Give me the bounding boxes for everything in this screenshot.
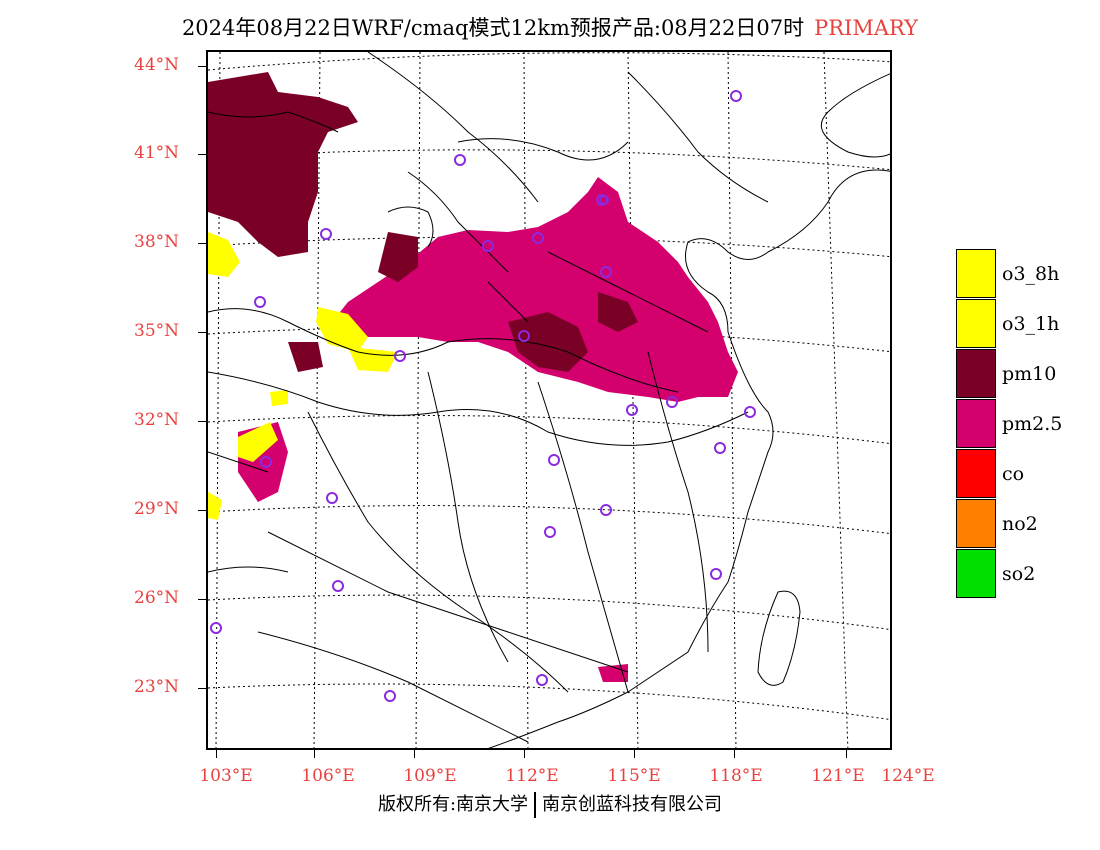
lon-tick: [314, 750, 315, 758]
copyright-right: 南京创蓝科技有限公司: [542, 794, 723, 815]
legend-swatch: [956, 549, 996, 598]
lat-label-32: 32°N: [134, 410, 180, 430]
pm25-spots-southwest: [238, 422, 628, 682]
legend-label: no2: [1002, 513, 1038, 535]
legend-swatch: [956, 349, 996, 398]
legend-swatch: [956, 449, 996, 498]
legend-label: o3_8h: [1002, 263, 1060, 285]
lat-tick: [198, 332, 206, 333]
lat-tick: [198, 66, 206, 67]
coastline: [387, 73, 890, 748]
pm10-area-central: [288, 232, 638, 372]
lat-tick: [198, 510, 206, 511]
lat-label-26: 26°N: [134, 588, 180, 608]
legend-swatch: [956, 299, 996, 348]
lon-tick: [634, 750, 635, 758]
title-text: 2024年08月22日WRF/cmaq模式12km预报产品:08月22日07时: [181, 16, 805, 40]
legend-label: pm10: [1002, 363, 1057, 385]
map-canvas: [208, 52, 890, 748]
lat-tick: [198, 688, 206, 689]
legend-label: so2: [1002, 563, 1036, 585]
lat-tick: [198, 154, 206, 155]
lon-label-115: 115°E: [607, 766, 661, 786]
lon-tick: [216, 750, 217, 758]
lat-tick: [198, 243, 206, 244]
lat-label-38: 38°N: [134, 232, 180, 252]
lat-label-35: 35°N: [134, 321, 180, 341]
footer-divider: [534, 792, 537, 818]
legend-swatch: [956, 499, 996, 548]
lat-label-44: 44°N: [134, 55, 180, 75]
map-panel[interactable]: [206, 50, 892, 750]
lon-label-106: 106°E: [301, 766, 355, 786]
o3-areas: [208, 232, 398, 520]
lat-tick: [198, 421, 206, 422]
lon-label-112: 112°E: [505, 766, 559, 786]
legend-swatch: [956, 249, 996, 298]
lat-tick: [198, 599, 206, 600]
lon-label-118: 118°E: [709, 766, 763, 786]
lon-label-103: 103°E: [199, 766, 253, 786]
station-markers: [210, 90, 756, 702]
pm25-area-north-china: [328, 177, 738, 402]
pm10-area-northwest: [208, 72, 358, 257]
lon-tick: [846, 750, 847, 758]
lat-label-29: 29°N: [134, 499, 180, 519]
lon-label-109: 109°E: [403, 766, 457, 786]
lon-tick: [734, 750, 735, 758]
legend-swatch: [956, 399, 996, 448]
lon-tick: [524, 750, 525, 758]
lat-label-23: 23°N: [134, 677, 180, 697]
map-title: 2024年08月22日WRF/cmaq模式12km预报产品:08月22日07时 P…: [0, 12, 1100, 42]
legend-label: co: [1002, 463, 1025, 485]
lon-tick: [414, 750, 415, 758]
copyright-left: 版权所有:南京大学: [377, 794, 529, 815]
copyright-footer: 版权所有:南京大学 南京创蓝科技有限公司: [0, 790, 1100, 818]
boundaries: [208, 52, 769, 743]
lon-label-124: 124°E: [881, 766, 935, 786]
legend-label: pm2.5: [1002, 413, 1063, 435]
legend-label: o3_1h: [1002, 313, 1060, 335]
lon-label-121: 121°E: [811, 766, 865, 786]
primary-tag: PRIMARY: [814, 16, 919, 40]
lat-label-41: 41°N: [134, 143, 180, 163]
